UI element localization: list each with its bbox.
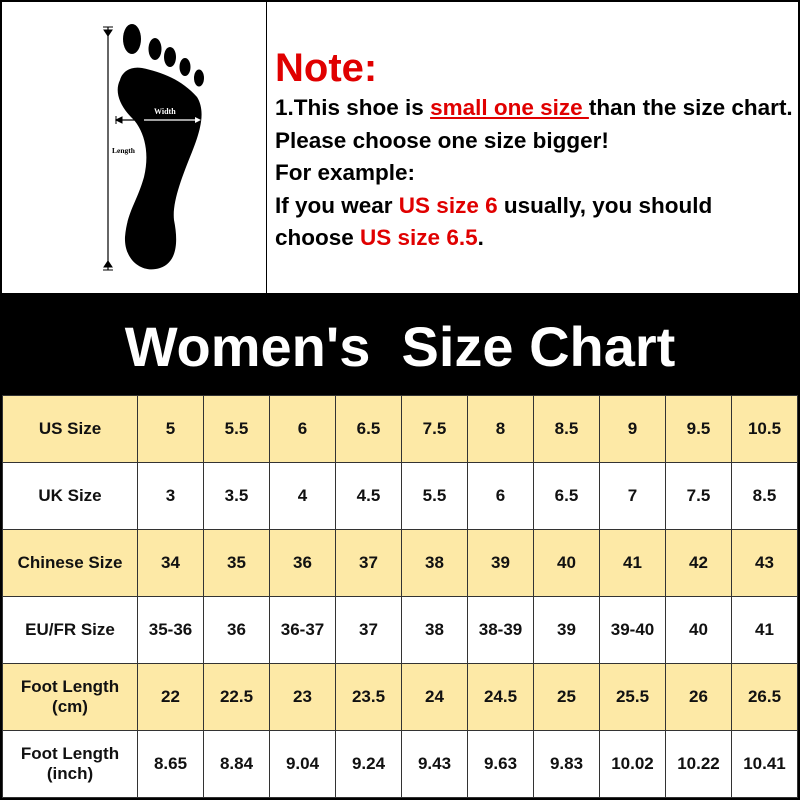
note-line-2: For example:: [275, 160, 416, 185]
table-cell: 23: [269, 663, 336, 731]
table-cell: 23.5: [335, 663, 402, 731]
table-cell: 8.5: [533, 395, 600, 463]
table-cell: 42: [665, 529, 732, 597]
table-cell: 9.04: [269, 730, 336, 798]
chart-title: Women's Size Chart: [2, 293, 798, 395]
table-cell: 10.41: [731, 730, 798, 798]
table-cell: 4: [269, 462, 336, 530]
table-cell: 6.5: [335, 395, 402, 463]
note-line-3: If you wear US size 6 usually, you shoul…: [275, 190, 795, 255]
table-cell: 38-39: [467, 596, 534, 664]
table-cell: 3: [137, 462, 204, 530]
table-cell: 8.5: [731, 462, 798, 530]
table-cell: 26: [665, 663, 732, 731]
table-cell: 24.5: [467, 663, 534, 731]
table-cell: 8.84: [203, 730, 270, 798]
table-row: Foot Length (cm) 22 22.5 23 23.5 24 24.5 25 25.5…: [2, 663, 798, 731]
length-label: Length: [112, 146, 136, 155]
row-label: Foot Length (cm): [2, 663, 138, 731]
table-cell: 9: [599, 395, 666, 463]
table-cell: 39: [533, 596, 600, 664]
note-text: Note: 1.This shoe is small one size than…: [275, 44, 795, 255]
row-label: EU/FR Size: [2, 596, 138, 664]
table-cell: 3.5: [203, 462, 270, 530]
table-cell: 26.5: [731, 663, 798, 731]
table-cell: 39-40: [599, 596, 666, 664]
highlight-text: US size 6.5: [360, 225, 478, 250]
table-cell: 38: [401, 529, 468, 597]
table-cell: 8.65: [137, 730, 204, 798]
table-cell: 7.5: [401, 395, 468, 463]
table-cell: 35: [203, 529, 270, 597]
note-line-1: 1.This shoe is small one size than the s…: [275, 92, 795, 157]
text: than the size chart. Please choose one s…: [275, 95, 793, 153]
table-cell: 7.5: [665, 462, 732, 530]
table-cell: 6.5: [533, 462, 600, 530]
table-row: US Size 5 5.5 6 6.5 7.5 8 8.5 9 9.5 10.5: [2, 395, 798, 463]
table-cell: 34: [137, 529, 204, 597]
table-cell: 6: [467, 462, 534, 530]
table-cell: 41: [599, 529, 666, 597]
table-cell: 36: [203, 596, 270, 664]
table-cell: 37: [335, 596, 402, 664]
width-label: Width: [154, 107, 176, 116]
table-cell: 22.5: [203, 663, 270, 731]
text: If you wear: [275, 192, 399, 218]
table-cell: 10.5: [731, 395, 798, 463]
foot-icon: Width Length: [103, 24, 204, 271]
row-label: US Size: [2, 395, 138, 463]
table-cell: 41: [731, 596, 798, 664]
table-cell: 36-37: [269, 596, 336, 664]
table-cell: 5.5: [401, 462, 468, 530]
row-label: Foot Length (inch): [2, 730, 138, 798]
table-cell: 8: [467, 395, 534, 463]
table-cell: 9.83: [533, 730, 600, 798]
table-cell: 25: [533, 663, 600, 731]
table-cell: 4.5: [335, 462, 402, 530]
table-cell: 38: [401, 596, 468, 664]
table-cell: 5: [137, 395, 204, 463]
top-section: Width Length Note: 1.This shoe is small …: [2, 2, 798, 293]
table-cell: 9.5: [665, 395, 732, 463]
table-cell: 36: [269, 529, 336, 597]
size-table: US Size 5 5.5 6 6.5 7.5 8 8.5 9 9.5 10.5 UK Size 3 3.…: [2, 395, 798, 798]
table-cell: 22: [137, 663, 204, 731]
text: .: [477, 225, 484, 250]
table-cell: 10.22: [665, 730, 732, 798]
table-cell: 10.02: [599, 730, 666, 798]
row-label: UK Size: [2, 462, 138, 530]
table-cell: 5.5: [203, 395, 270, 463]
text: 1.This shoe is: [275, 95, 431, 120]
table-cell: 9.63: [467, 730, 534, 798]
table-cell: 9.43: [401, 730, 468, 798]
row-label: Chinese Size: [2, 529, 138, 597]
table-row: UK Size 3 3.5 4 4.5 5.5 6 6.5 7 7.5 8.5: [2, 462, 798, 530]
table-cell: 24: [401, 663, 468, 731]
table-cell: 39: [467, 529, 534, 597]
table-cell: 43: [731, 529, 798, 597]
table-cell: 9.24: [335, 730, 402, 798]
highlight-text: small one size: [430, 95, 589, 120]
text: usually, you should choose: [275, 192, 713, 251]
table-row: Foot Length (inch) 8.65 8.84 9.04 9.24 9.43 9.…: [2, 730, 798, 798]
table-cell: 40: [533, 529, 600, 597]
table-row: Chinese Size 34 35 36 37 38 39 40 41 42 43: [2, 529, 798, 597]
table-cell: 6: [269, 395, 336, 463]
table-cell: 37: [335, 529, 402, 597]
table-cell: 25.5: [599, 663, 666, 731]
table-cell: 7: [599, 462, 666, 530]
highlight-text: US size 6: [398, 192, 498, 218]
foot-measurement-diagram: Width Length: [2, 2, 267, 293]
table-cell: 35-36: [137, 596, 204, 664]
note-heading: Note:: [275, 46, 378, 90]
table-row: EU/FR Size 35-36 36 36-37 37 38 38-39 39 39-40 40…: [2, 596, 798, 664]
table-cell: 40: [665, 596, 732, 664]
